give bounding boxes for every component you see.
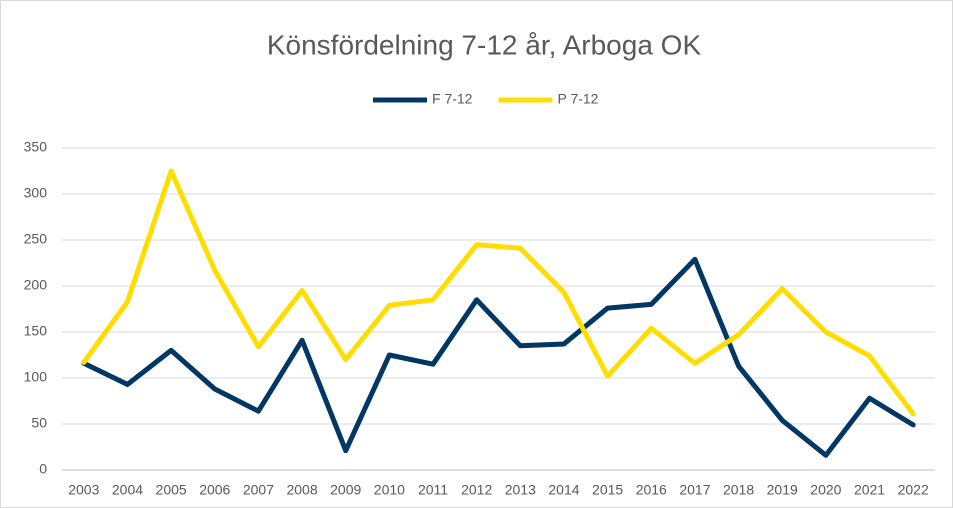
x-tick-label: 2003 [68,482,99,498]
x-tick-label: 2021 [854,482,885,498]
x-tick-label: 2016 [636,482,667,498]
x-tick-label: 2010 [374,482,405,498]
x-tick-label: 2007 [243,482,274,498]
legend-label: F 7-12 [432,91,473,107]
y-tick-label: 50 [31,415,47,431]
x-tick-label: 2006 [199,482,230,498]
x-tick-label: 2008 [286,482,317,498]
y-tick-label: 350 [24,139,48,155]
y-tick-label: 100 [24,369,48,385]
x-tick-label: 2012 [461,482,492,498]
y-tick-label: 0 [39,461,47,477]
series-line [81,168,916,417]
legend-label: P 7-12 [557,91,598,107]
x-tick-label: 2020 [810,482,841,498]
x-tick-label: 2009 [330,482,361,498]
chart-title: Könsfördelning 7-12 år, Arboga OK [267,29,702,60]
y-tick-label: 300 [24,185,48,201]
x-tick-label: 2005 [156,482,187,498]
x-tick-label: 2019 [767,482,798,498]
y-tick-label: 200 [24,277,48,293]
x-tick-label: 2015 [592,482,623,498]
y-tick-label: 250 [24,231,48,247]
y-tick-label: 150 [24,323,48,339]
x-tick-label: 2014 [548,482,579,498]
series-line [81,256,916,458]
x-tick-label: 2017 [679,482,710,498]
x-tick-label: 2011 [418,482,448,498]
x-tick-label: 2004 [112,482,143,498]
x-tick-label: 2013 [505,482,536,498]
x-tick-label: 2018 [723,482,754,498]
x-tick-label: 2022 [898,482,929,498]
